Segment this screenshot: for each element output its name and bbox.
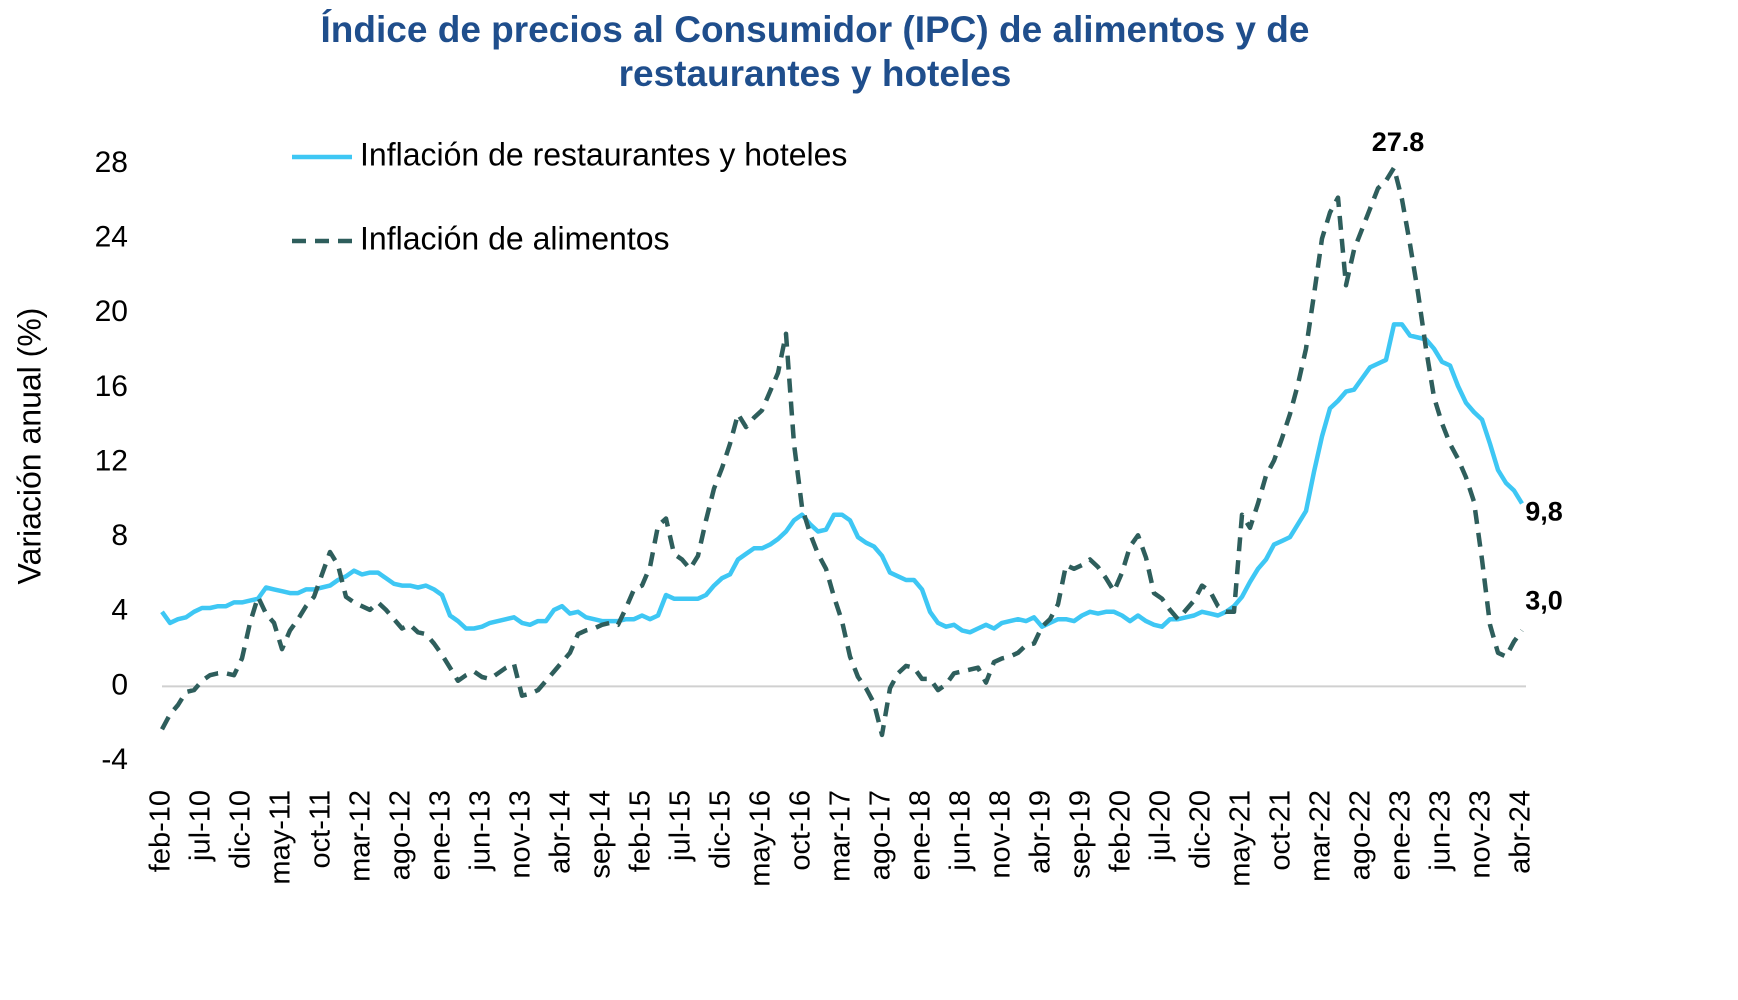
series-line <box>160 165 1524 738</box>
y-tick-label: 8 <box>111 519 128 552</box>
legend-label: Inflación de restaurantes y hoteles <box>360 136 847 172</box>
x-tick-label: jun-18 <box>945 790 977 872</box>
x-tick-label: dic-15 <box>705 790 737 869</box>
x-tick-label: jul-15 <box>665 790 697 862</box>
x-tick-label: mar-22 <box>1305 790 1337 882</box>
x-tick-label: oct-21 <box>1265 790 1297 871</box>
x-tick-label: may-11 <box>265 790 297 885</box>
x-tick-label: oct-16 <box>785 790 817 871</box>
x-tick-label: ago-22 <box>1345 790 1377 880</box>
x-tick-label: mar-12 <box>345 790 377 882</box>
x-tick-label: jul-20 <box>1145 790 1177 862</box>
x-tick-label: feb-15 <box>625 790 657 872</box>
y-tick-label: 24 <box>95 221 128 254</box>
series-line <box>160 322 1524 635</box>
x-tick-label: jun-13 <box>465 790 497 872</box>
data-label: 3,0 <box>1525 586 1563 616</box>
x-tick-label: may-21 <box>1225 790 1257 887</box>
y-tick-label: -4 <box>101 743 128 776</box>
x-tick-label: abr-19 <box>1025 790 1057 874</box>
x-tick-label: ene-23 <box>1385 790 1417 880</box>
legend-label: Inflación de alimentos <box>360 220 670 256</box>
x-tick-label: ene-18 <box>905 790 937 880</box>
x-tick-label: dic-10 <box>225 790 257 869</box>
data-label: 9,8 <box>1525 497 1563 527</box>
x-tick-label: may-16 <box>745 790 777 887</box>
x-tick-label: ago-12 <box>385 790 417 880</box>
y-tick-label: 0 <box>111 668 128 701</box>
x-tick-label: feb-10 <box>145 790 177 872</box>
y-tick-label: 20 <box>95 295 128 328</box>
x-tick-label: ago-17 <box>865 790 897 880</box>
x-tick-label: mar-17 <box>825 790 857 882</box>
x-tick-label: ene-13 <box>425 790 457 880</box>
y-tick-label: 4 <box>111 594 128 627</box>
y-tick-label: 16 <box>95 370 128 403</box>
y-tick-label: 28 <box>95 146 128 179</box>
x-tick-label: sep-14 <box>585 790 617 879</box>
x-tick-label: feb-20 <box>1105 790 1137 872</box>
x-tick-label: dic-20 <box>1185 790 1217 869</box>
x-tick-label: nov-23 <box>1465 790 1497 879</box>
chart-title: Índice de precios al Consumidor (IPC) de… <box>320 9 1310 94</box>
x-tick-label: nov-18 <box>985 790 1017 879</box>
x-tick-label: jun-23 <box>1425 790 1457 872</box>
x-tick-label: oct-11 <box>305 790 337 868</box>
x-tick-label: abr-14 <box>545 790 577 874</box>
data-label: 27.8 <box>1372 127 1425 157</box>
y-axis-label: Variación anual (%) <box>11 308 47 585</box>
x-tick-label: abr-24 <box>1505 790 1537 874</box>
x-tick-label: nov-13 <box>505 790 537 879</box>
x-tick-label: sep-19 <box>1065 790 1097 879</box>
x-tick-label: jul-10 <box>185 790 217 862</box>
y-tick-label: 12 <box>95 444 128 477</box>
